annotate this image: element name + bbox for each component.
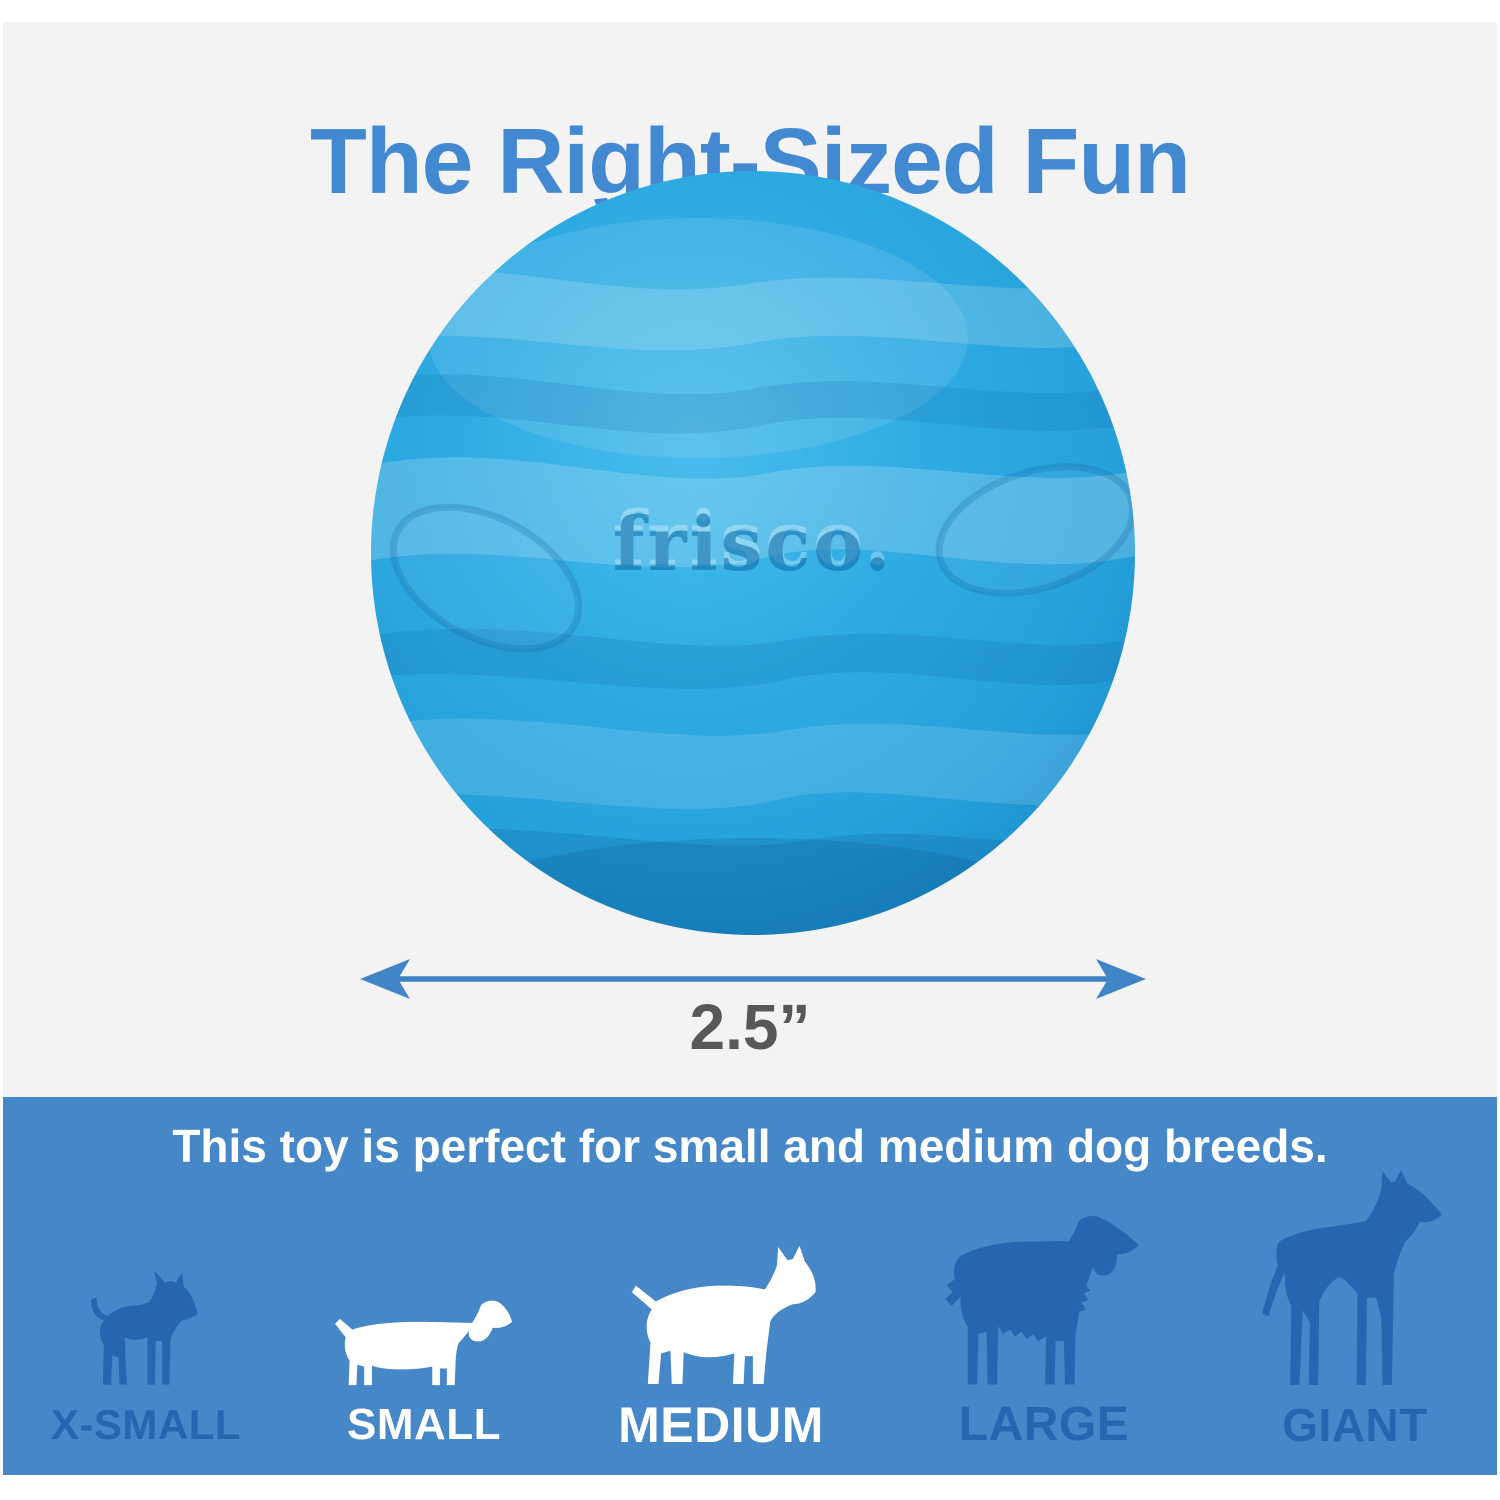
size-item-x-small: X-SMALL bbox=[36, 1268, 256, 1448]
ball-swirl-ridges: frisco. frisco. bbox=[371, 218, 1135, 935]
ball-illustration: frisco. frisco. bbox=[371, 171, 1135, 935]
size-label-small: SMALL bbox=[346, 1400, 502, 1449]
size-label-medium: MEDIUM bbox=[618, 1397, 824, 1453]
size-label-x-small: X-SMALL bbox=[50, 1401, 242, 1448]
ball-body bbox=[371, 171, 1135, 935]
size-item-medium: MEDIUM bbox=[601, 1239, 841, 1453]
arrow-head-left bbox=[360, 959, 410, 999]
panel-headline: This toy is perfect for small and medium… bbox=[172, 1120, 1328, 1172]
spaniel-silhouette-icon bbox=[945, 1216, 1139, 1385]
arrow-head-right bbox=[1096, 959, 1146, 999]
great-dane-silhouette-icon bbox=[1262, 1170, 1442, 1385]
chihuahua-silhouette-icon bbox=[91, 1270, 198, 1385]
ball-dimple-right bbox=[935, 463, 1135, 597]
size-item-giant: GIANT bbox=[1230, 1165, 1480, 1448]
upper-section: The Right-Sized Fun bbox=[3, 22, 1497, 1097]
size-item-large: LARGE bbox=[929, 1203, 1159, 1451]
bottom-white-strip bbox=[0, 1475, 1500, 1500]
measurement-arrow bbox=[360, 959, 1146, 999]
size-label-large: LARGE bbox=[958, 1398, 1130, 1451]
size-panel: This toy is perfect for small and medium… bbox=[3, 1097, 1497, 1475]
frisco-logo-highlight: frisco. bbox=[613, 496, 893, 582]
bull-terrier-silhouette-icon bbox=[631, 1245, 816, 1385]
size-item-small: SMALL bbox=[314, 1281, 534, 1448]
dachshund-silhouette-icon bbox=[334, 1300, 513, 1386]
dimension-label: 2.5” bbox=[689, 991, 811, 1063]
ball-dimple-left bbox=[389, 503, 583, 653]
size-label-giant: GIANT bbox=[1282, 1399, 1428, 1451]
frisco-logo-text: frisco. bbox=[613, 502, 893, 588]
